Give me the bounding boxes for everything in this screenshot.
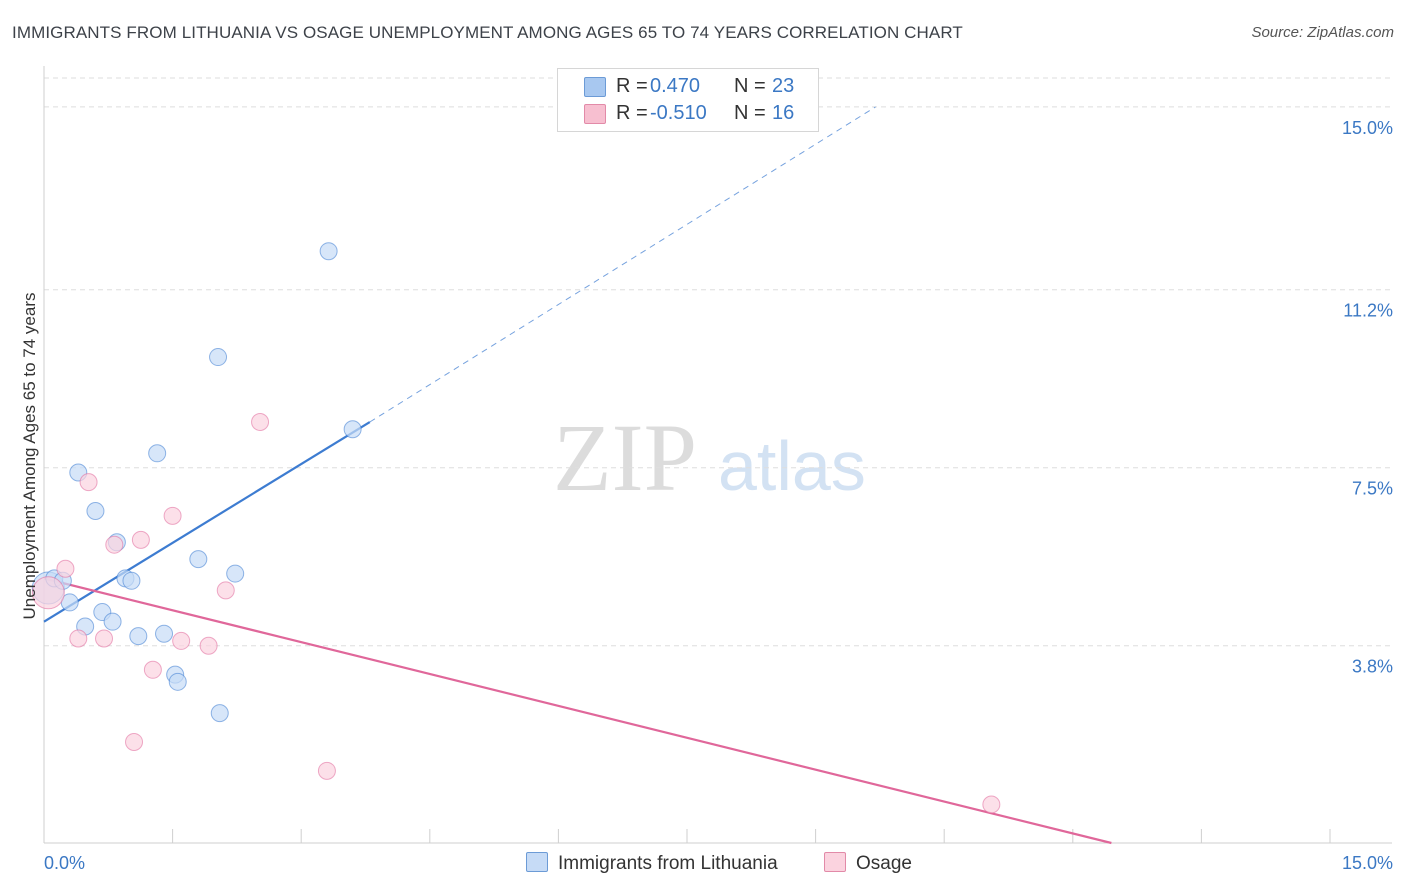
point-osage xyxy=(199,636,218,655)
point-lithuania xyxy=(210,704,229,723)
point-osage xyxy=(125,732,144,751)
correlation-legend: R = 0.470 N = 23 R = -0.510 N = 16 xyxy=(557,68,819,132)
point-osage xyxy=(31,576,65,610)
bottom-legend-lithuania[interactable]: Immigrants from Lithuania xyxy=(526,852,778,875)
trend-lines xyxy=(43,106,1112,845)
point-lithuania xyxy=(319,242,338,261)
chart-title: IMMIGRANTS FROM LITHUANIA VS OSAGE UNEMP… xyxy=(12,23,963,42)
trend-line-osage xyxy=(43,577,1112,845)
point-osage xyxy=(56,559,75,578)
watermark-atlas: atlas xyxy=(718,427,866,505)
axes xyxy=(43,66,1392,844)
point-osage xyxy=(216,581,235,600)
point-lithuania xyxy=(129,627,148,646)
point-lithuania xyxy=(122,571,141,590)
x-tick-label-min: 0.0% xyxy=(44,853,85,873)
point-lithuania xyxy=(168,672,187,691)
bottom-legend-osage[interactable]: Osage xyxy=(824,852,912,875)
legend-n-value: 16 xyxy=(772,102,795,124)
point-lithuania xyxy=(209,348,228,367)
y-tick-label: 15.0% xyxy=(1342,118,1393,138)
point-osage xyxy=(143,660,162,679)
y-tick-label: 3.8% xyxy=(1352,657,1393,677)
legend-r-label: R = xyxy=(616,75,648,97)
x-tick-label-max: 15.0% xyxy=(1342,853,1393,873)
point-osage xyxy=(69,629,88,648)
point-osage xyxy=(163,506,182,525)
source-label: Source: ZipAtlas.com xyxy=(1251,24,1394,41)
gridlines xyxy=(44,77,1392,647)
bottom-legend-label-lithuania: Immigrants from Lithuania xyxy=(558,853,778,874)
trend-line-lithuania xyxy=(43,421,371,623)
bottom-legend-label-osage: Osage xyxy=(856,853,912,874)
point-lithuania xyxy=(343,420,362,439)
legend-swatch-lithuania xyxy=(584,77,606,97)
point-osage xyxy=(95,629,114,648)
point-osage xyxy=(79,473,98,492)
legend-n-value: 23 xyxy=(772,75,795,97)
bottom-legend-swatch-osage xyxy=(824,852,846,872)
point-osage xyxy=(982,795,1001,814)
watermark-zip: ZIP xyxy=(553,404,697,511)
y-tick-label: 11.2% xyxy=(1343,301,1393,321)
y-tick-label: 7.5% xyxy=(1352,479,1393,499)
legend-r-value: 0.470 xyxy=(650,75,701,97)
y-axis-label: Unemployment Among Ages 65 to 74 years xyxy=(20,292,39,620)
point-osage xyxy=(172,631,191,650)
legend-n-label: N = xyxy=(734,102,766,124)
point-osage xyxy=(317,761,336,780)
point-lithuania xyxy=(155,624,174,643)
legend-swatch-osage xyxy=(584,104,606,124)
bottom-legend-swatch-lithuania xyxy=(526,852,548,872)
point-osage xyxy=(251,413,270,432)
point-lithuania xyxy=(148,444,167,463)
legend-r-label: R = xyxy=(616,102,648,124)
point-lithuania xyxy=(86,502,105,521)
point-lithuania xyxy=(189,550,208,569)
legend-r-value: -0.510 xyxy=(650,102,707,124)
tick-labels: 3.8% 7.5% 11.2% 15.0% 0.0% 15.0% xyxy=(44,118,1393,873)
point-osage xyxy=(105,535,124,554)
point-lithuania xyxy=(226,564,245,583)
point-lithuania xyxy=(103,612,122,631)
point-osage xyxy=(131,530,150,549)
watermark: ZIP atlas xyxy=(553,404,866,511)
trend-line-extension xyxy=(369,106,876,423)
data-points xyxy=(31,242,1001,814)
legend-n-label: N = xyxy=(734,75,766,97)
